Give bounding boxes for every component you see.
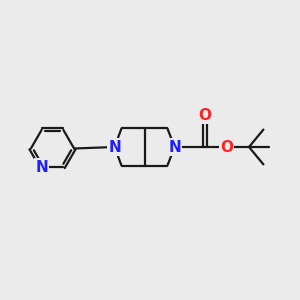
Text: N: N [168, 140, 181, 154]
Text: N: N [35, 160, 48, 175]
Text: N: N [108, 140, 121, 154]
Text: O: O [220, 140, 233, 154]
Text: O: O [198, 108, 211, 123]
